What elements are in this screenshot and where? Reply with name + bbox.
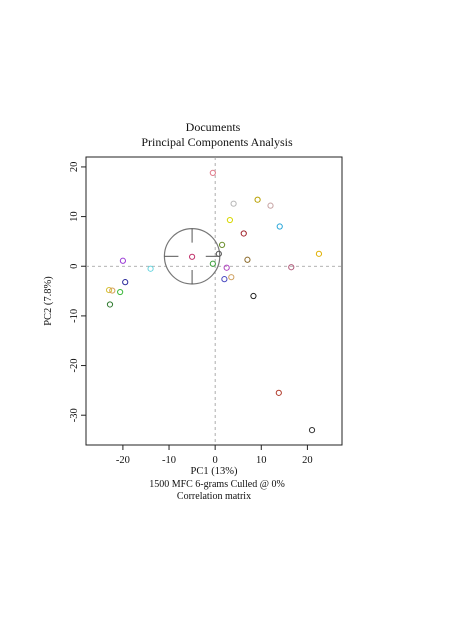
data-point: [218, 241, 226, 248]
data-point: [209, 260, 216, 267]
data-point: [119, 257, 127, 264]
data-point: [244, 256, 251, 263]
data-point: [122, 279, 129, 286]
x-axis-label: PC1 (13%): [191, 466, 238, 477]
data-point: [276, 223, 283, 230]
data-point: [221, 276, 228, 283]
y-tick-label: -10: [69, 309, 80, 323]
data-point: [267, 202, 274, 209]
data-point: [228, 274, 235, 281]
data-point: [226, 216, 234, 224]
x-tick-label: 10: [256, 455, 267, 466]
x-tick-label: 0: [213, 455, 218, 466]
data-point: [215, 250, 222, 257]
plot-area: -20 -10 0 10 20 20 10 0 -10 -20 -30: [69, 156, 343, 466]
data-point: [105, 286, 113, 294]
data-point: [109, 287, 116, 294]
data-point: [254, 196, 261, 203]
data-point: [209, 169, 216, 176]
y-tick-label: 0: [69, 264, 80, 269]
x-tick-label: -10: [162, 455, 176, 466]
data-point: [117, 288, 124, 296]
data-point: [288, 264, 295, 271]
data-point: [240, 230, 247, 237]
data-point: [230, 200, 237, 207]
y-tick-label: -30: [69, 408, 80, 422]
y-tick-label: -20: [69, 359, 80, 373]
caption-line-2: Correlation matrix: [177, 491, 251, 502]
data-point: [275, 389, 282, 396]
data-point: [308, 427, 316, 434]
chart-subtitle: Principal Components Analysis: [141, 135, 293, 149]
caption-line-1: 1500 MFC 6-grams Culled @ 0%: [149, 479, 285, 490]
data-point: [223, 264, 230, 271]
data-point: [188, 253, 196, 260]
y-tick-label: 10: [69, 211, 80, 222]
y-axis-label: PC2 (7.8%): [43, 276, 54, 326]
x-tick-label: -20: [116, 455, 130, 466]
data-point: [147, 265, 154, 272]
data-point: [106, 301, 114, 308]
data-point: [250, 292, 257, 300]
chart-title: Documents: [186, 120, 241, 134]
data-point: [315, 250, 323, 257]
plot-frame: [85, 156, 343, 446]
y-tick-label: 20: [69, 162, 80, 173]
x-tick-label: 20: [302, 455, 313, 466]
